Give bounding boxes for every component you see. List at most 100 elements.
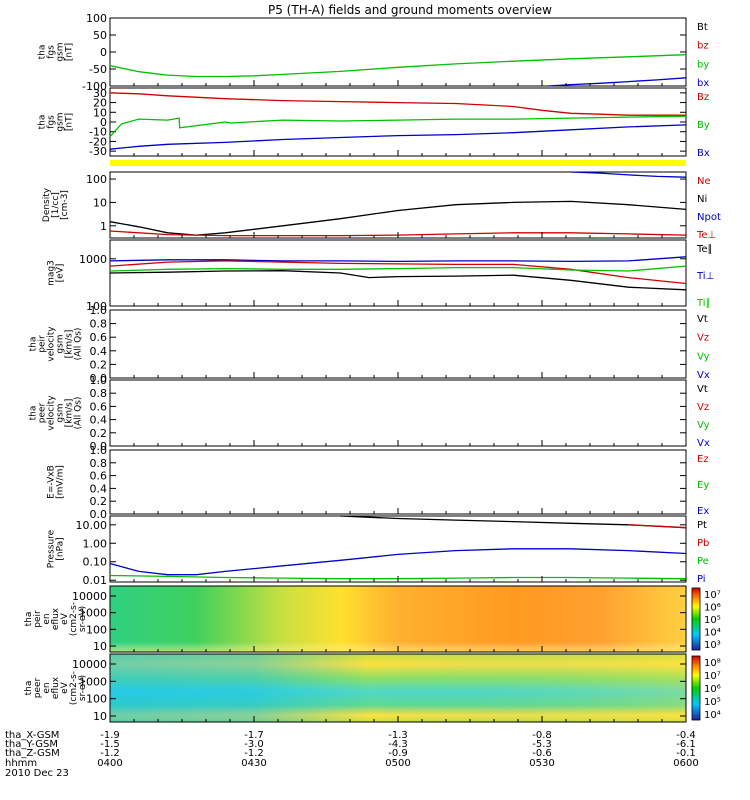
y-tick-label: 0.8	[90, 457, 108, 470]
y-axis-label-line: [nT]	[65, 113, 75, 131]
y-tick-label: 0.4	[90, 345, 108, 358]
legend-entry: Ey	[697, 480, 709, 491]
y-axis-label: tha fgs gsm [nT]	[38, 112, 75, 131]
series-line	[109, 270, 687, 291]
x-tick-label: -1.3	[388, 730, 408, 741]
y-tick-label: 10	[93, 106, 107, 119]
legend-entry: Ti∥	[696, 298, 711, 309]
panel-frame	[109, 87, 687, 157]
series-line	[109, 124, 687, 150]
x-tick-label: -5.3	[532, 739, 552, 750]
y-tick-label: 0.6	[90, 331, 108, 344]
y-tick-label: 0.2	[90, 427, 108, 440]
y-axis-label-line: eV	[60, 681, 70, 694]
legend-entry: by	[697, 59, 709, 70]
colorbar-tick-label: 10⁵	[704, 697, 721, 708]
colorbar: 10⁸ 10⁷ 10⁶ 10⁵ 10⁴	[691, 655, 721, 721]
x-row-label: hhmm	[5, 758, 37, 769]
y-tick-label: 0.2	[90, 495, 108, 508]
y-axis-label: tha peir en eflux eV (cm2-s-sr-eV)	[24, 602, 88, 636]
y-axis-label: tha peir velocity gsm [km/s] (All Qs)	[29, 326, 84, 362]
y-axis-label-line: [mV/m]	[56, 465, 66, 499]
legend-entry: Vx	[697, 438, 710, 449]
legend-entry: Ne	[697, 176, 711, 187]
panel-frame	[109, 449, 687, 515]
series-line	[109, 260, 687, 285]
x-tick-label: -1.5	[100, 739, 120, 750]
y-axis-label-line: tha	[24, 612, 34, 627]
series-line	[570, 171, 687, 178]
x-tick-label: -1.2	[244, 748, 264, 759]
y-axis-label: tha peer velocity gsm [km/s] (All Qs)	[29, 395, 84, 431]
y-tick-label: 0.4	[90, 482, 108, 495]
panel-temperature: 1000 100 mag3 [eV] Te∥ Ti⊥ Ti∥	[47, 239, 714, 313]
series-line	[109, 265, 687, 272]
legend-entry: Vt	[697, 384, 708, 395]
legend-entry: bx	[697, 78, 709, 89]
legend-entry: Vt	[697, 314, 708, 325]
y-axis-label-line: tha	[24, 681, 34, 696]
x-tick-label: -1.9	[100, 730, 120, 741]
panel-frame	[109, 309, 687, 379]
legend-entry: Vy	[697, 351, 710, 362]
x-row-label: 2010 Dec 23	[5, 768, 69, 779]
y-axis-label-line: [nPa]	[56, 537, 66, 560]
y-axis-label-line: peir	[38, 335, 48, 353]
y-tick-label: 0.10	[83, 556, 108, 569]
series-line	[109, 200, 687, 236]
y-tick-label: 1000	[79, 253, 107, 266]
panel-frame	[109, 515, 687, 583]
y-axis-label-line: (All Qs)	[74, 397, 84, 430]
x-row-label: tha_X-GSM	[5, 730, 59, 741]
panel-fgs-nT: 100 50 0 -50 -100 tha fgs gsm [nT] Bt bz by bx	[38, 12, 710, 93]
y-tick-label: 1.0	[90, 374, 108, 387]
y-axis-label-line: tha	[38, 115, 48, 130]
x-tick-label: -4.3	[388, 739, 408, 750]
y-axis-label: mag3 [eV]	[47, 260, 66, 286]
x-tick-label: 0430	[241, 758, 266, 769]
y-axis-label-line: tha	[38, 45, 48, 60]
y-tick-label: 0.6	[90, 470, 108, 483]
y-tick-label: 0	[100, 116, 107, 129]
y-tick-label: 20	[93, 97, 107, 110]
y-tick-label: 10.00	[76, 519, 108, 532]
panel-frame	[109, 171, 687, 239]
legend-entry: Vz	[697, 402, 709, 413]
y-axis-label-line: (cm2-s-	[69, 602, 79, 636]
legend-entry: Pi	[697, 574, 706, 585]
y-axis-label-line: sr-eV)	[78, 675, 88, 701]
y-axis-label-line: [km/s]	[65, 399, 75, 428]
x-tick-label: 0500	[385, 758, 410, 769]
y-axis-label-line: gsm	[56, 334, 66, 353]
y-tick-label: 10	[93, 196, 107, 209]
legend-entry: Pt	[697, 520, 707, 531]
y-axis-label-line: eV	[60, 612, 70, 625]
y-tick-label: 0.01	[83, 574, 108, 587]
y-tick-label: 0.0	[90, 440, 108, 453]
x-tick-label: -6.1	[676, 739, 696, 750]
y-tick-label: -20	[89, 135, 107, 148]
x-tick-label: -1.7	[244, 730, 264, 741]
legend-entry: Te⊥	[696, 230, 716, 241]
y-tick-label: -10	[89, 126, 107, 139]
y-axis-label-line: [cm-3]	[60, 190, 70, 220]
spectrogram-overlay	[110, 586, 686, 652]
y-axis-label: tha fgs gsm [nT]	[38, 42, 75, 61]
y-tick-label: -50	[89, 63, 107, 76]
y-tick-label: 1000	[79, 675, 107, 688]
colorbar-tick-label: 10⁸	[704, 658, 721, 669]
y-axis-label-line: gsm	[56, 403, 66, 422]
legend-entry: By	[697, 120, 710, 131]
legend-entry: Ex	[697, 506, 709, 517]
y-axis-label: Pressure [nPa]	[47, 529, 66, 568]
x-tick-label: 0530	[529, 758, 554, 769]
y-axis-label-line: fgs	[47, 115, 57, 129]
legend-entry: Npot	[697, 212, 721, 223]
y-tick-label: 1.00	[83, 537, 108, 550]
y-axis-label-line: peer	[38, 402, 48, 423]
figure-title: P5 (TH-A) fields and ground moments over…	[268, 3, 552, 17]
